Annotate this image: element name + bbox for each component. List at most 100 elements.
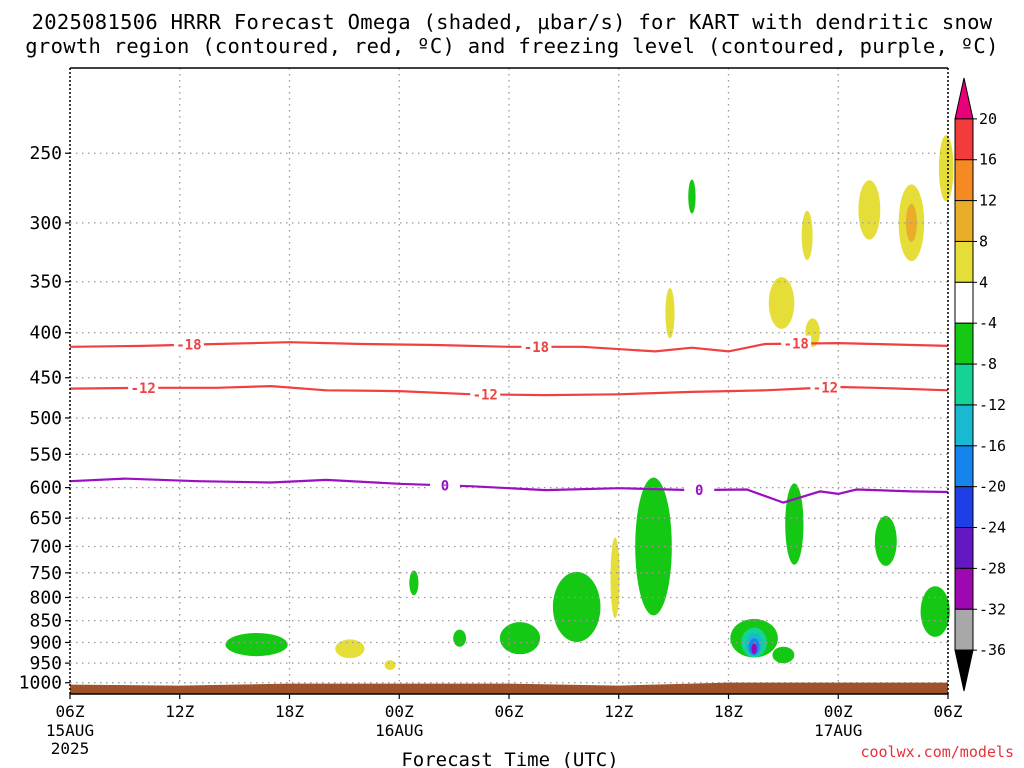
omega-region-26	[938, 135, 954, 202]
y-tick-label: 250	[29, 143, 62, 164]
y-tick-label: 650	[29, 508, 62, 529]
y-tick-label: 800	[29, 587, 62, 608]
y-tick-label: 500	[29, 408, 62, 429]
surface-terrain	[70, 682, 948, 694]
contour-label: -12	[131, 381, 156, 397]
y-tick-label: 450	[29, 368, 62, 389]
colorbar-label: 8	[979, 232, 988, 250]
colorbar: 20 16 12 8 4 -4 -8 -12 -16 -20 -24 -28 -32 -36	[954, 77, 1006, 692]
omega-region-17	[920, 586, 950, 637]
y-tick-label: 750	[29, 563, 62, 584]
colorbar-swatch	[954, 445, 974, 488]
colorbar-swatch	[954, 404, 974, 447]
x-axis-ticks: 06Z 12Z 18Z 00Z 06Z 12Z 18Z 00Z 06Z15AUG202516AU…	[46, 694, 963, 758]
x-tick-label: 06Z	[495, 702, 524, 721]
colorbar-label: -8	[979, 355, 997, 373]
colorbar-label: 12	[979, 192, 997, 210]
title-line-1: 2025081506 HRRR Forecast Omega (shaded, …	[31, 10, 993, 34]
y-tick-label: 950	[29, 653, 62, 674]
contour-label-bg	[810, 379, 841, 396]
omega-shading	[225, 135, 954, 671]
x-tick-label: 12Z	[604, 702, 633, 721]
contour-label: -18	[784, 337, 809, 353]
x-tick-label: 00Z	[385, 702, 414, 721]
colorbar-swatch	[954, 527, 974, 569]
contour-label-bg	[128, 379, 159, 396]
omega-region-14	[772, 646, 795, 664]
contour-label-bg	[684, 482, 715, 499]
y-tick-label: 300	[29, 213, 62, 234]
omega-region-16	[874, 516, 897, 566]
colorbar-label: -20	[979, 478, 1006, 496]
colorbar-swatch	[954, 240, 974, 283]
colorbar-swatch	[954, 281, 974, 324]
x-tick-label: 06Z	[934, 702, 963, 721]
omega-region-2	[384, 660, 396, 671]
colorbar-swatch	[954, 486, 974, 529]
omega-region-19	[665, 287, 675, 339]
omega-region-5	[499, 622, 541, 655]
colorbar-label: -12	[979, 396, 1006, 414]
colorbar-label: 20	[979, 110, 997, 128]
colorbar-label: -24	[979, 519, 1006, 537]
colorbar-label: -36	[979, 641, 1006, 659]
colorbar-arrow-bottom	[954, 649, 974, 692]
colorbar-label: -28	[979, 559, 1006, 577]
colorbar-arrow-top	[954, 77, 974, 120]
omega-region-18	[688, 179, 696, 214]
omega-region-20	[768, 277, 795, 329]
colorbar-swatch	[954, 159, 974, 202]
x-tick-label: 18Z	[714, 702, 743, 721]
contour-label: -18	[176, 338, 201, 354]
colorbar-swatch	[954, 118, 974, 161]
x-tick-label: 12Z	[165, 702, 194, 721]
credit-link[interactable]: coolwx.com/models	[860, 743, 1014, 761]
y-tick-label: 850	[29, 611, 62, 632]
contour-label-bg	[781, 335, 812, 352]
contour-label: 0	[695, 483, 703, 499]
colorbar-swatch	[954, 322, 974, 365]
colorbar-label: 16	[979, 151, 997, 169]
y-tick-label: 900	[29, 632, 62, 653]
omega-region-1	[335, 639, 365, 659]
x-axis-label: Forecast Time (UTC)	[401, 749, 618, 768]
omega-region-13	[751, 643, 757, 655]
contour-label-bg	[173, 336, 204, 353]
y-axis-ticks: 2503003504004505005506006507007508008509…	[19, 143, 70, 694]
omega-region-22	[801, 210, 813, 261]
y-tick-label: 700	[29, 536, 62, 557]
contour-label-bg	[470, 386, 501, 403]
x-date-label: 2025	[51, 739, 90, 758]
contour-label-bg	[429, 477, 460, 494]
colorbar-swatch	[954, 567, 974, 610]
contour-label: -12	[813, 381, 838, 397]
y-tick-label: 600	[29, 478, 62, 499]
colorbar-swatch	[954, 363, 974, 406]
colorbar-label: -16	[979, 437, 1006, 455]
colorbar-label: 4	[979, 273, 988, 291]
x-tick-label: 00Z	[824, 702, 853, 721]
y-tick-label: 350	[29, 272, 62, 293]
x-date-label: 16AUG	[375, 721, 423, 740]
omega-region-8	[635, 477, 672, 616]
colorbar-label: -4	[979, 314, 997, 332]
x-date-label: 15AUG	[46, 721, 94, 740]
surface-fill	[70, 682, 948, 694]
colorbar-swatch	[954, 608, 974, 651]
contour-label-bg	[521, 338, 552, 355]
colorbar-label: -32	[979, 600, 1006, 618]
title-line-2: growth region (contoured, red, ºC) and f…	[25, 34, 999, 58]
contour-label: -18	[524, 340, 549, 356]
contour-line	[69, 477, 949, 504]
x-date-label: 17AUG	[814, 721, 862, 740]
y-tick-label: 1000	[19, 673, 62, 694]
omega-region-23	[858, 180, 881, 240]
x-tick-label: 06Z	[56, 702, 85, 721]
contours: -18 -18 -18 -12 -12 -12 0 0	[69, 335, 949, 504]
x-tick-label: 18Z	[275, 702, 304, 721]
colorbar-swatch	[954, 200, 974, 242]
omega-region-4	[453, 629, 467, 647]
contour-label: 0	[441, 478, 449, 494]
y-tick-label: 550	[29, 444, 62, 465]
